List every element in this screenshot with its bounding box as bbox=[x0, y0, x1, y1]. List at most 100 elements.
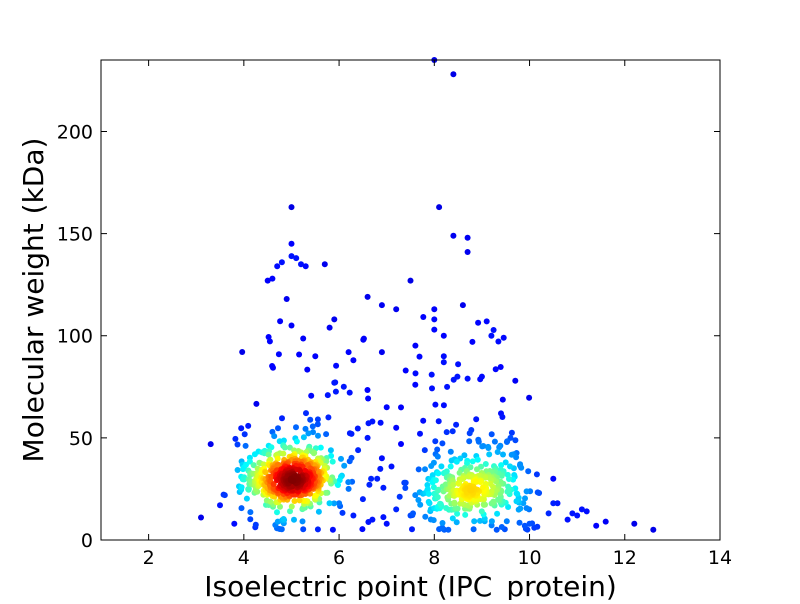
data-point bbox=[293, 424, 299, 431]
data-point bbox=[583, 508, 590, 515]
data-point bbox=[462, 511, 469, 518]
data-point bbox=[432, 477, 439, 484]
data-point bbox=[431, 326, 438, 333]
data-point bbox=[525, 468, 532, 475]
data-point bbox=[417, 430, 423, 437]
data-point bbox=[416, 353, 423, 360]
data-point bbox=[429, 385, 435, 392]
data-point bbox=[315, 432, 321, 439]
y-tick-label: 0 bbox=[81, 530, 93, 552]
data-point bbox=[340, 383, 347, 390]
data-point bbox=[486, 451, 493, 458]
data-point bbox=[247, 516, 254, 523]
data-point bbox=[443, 505, 450, 511]
data-point bbox=[309, 423, 316, 430]
data-point bbox=[631, 520, 638, 527]
data-point bbox=[267, 498, 274, 505]
data-point bbox=[247, 509, 254, 516]
data-point bbox=[508, 429, 515, 436]
data-point bbox=[326, 324, 333, 331]
data-point bbox=[437, 501, 444, 508]
data-point bbox=[415, 466, 422, 473]
x-axis-label: Isoelectric point (IPC_protein) bbox=[204, 570, 617, 600]
data-point bbox=[512, 377, 519, 384]
data-point bbox=[478, 508, 485, 515]
data-point bbox=[238, 425, 245, 432]
data-point bbox=[455, 480, 462, 487]
data-point bbox=[464, 460, 470, 467]
data-point bbox=[438, 463, 445, 470]
data-point bbox=[339, 509, 346, 516]
data-point bbox=[449, 515, 456, 522]
data-point bbox=[307, 416, 314, 423]
data-point bbox=[280, 516, 287, 522]
data-point bbox=[424, 482, 431, 488]
data-point bbox=[469, 338, 476, 345]
data-point bbox=[417, 501, 424, 508]
data-point bbox=[506, 476, 512, 482]
data-point bbox=[355, 447, 362, 454]
data-point bbox=[507, 463, 513, 470]
data-point bbox=[439, 440, 446, 447]
data-point bbox=[434, 453, 441, 460]
data-point bbox=[440, 359, 447, 366]
data-point bbox=[495, 496, 501, 503]
data-point bbox=[345, 349, 352, 356]
data-point bbox=[550, 475, 557, 482]
data-point bbox=[443, 429, 450, 436]
data-point bbox=[409, 526, 415, 533]
data-point bbox=[502, 459, 509, 466]
data-point bbox=[415, 497, 422, 503]
data-point bbox=[278, 259, 285, 266]
data-point bbox=[364, 434, 371, 441]
data-point bbox=[412, 381, 419, 388]
data-point bbox=[430, 484, 437, 491]
data-point bbox=[424, 486, 431, 493]
data-point bbox=[365, 395, 372, 402]
data-point bbox=[650, 526, 657, 533]
data-point bbox=[328, 452, 335, 459]
data-point bbox=[312, 445, 319, 452]
data-point bbox=[288, 253, 295, 260]
data-point bbox=[378, 455, 385, 462]
data-point bbox=[312, 492, 318, 499]
data-point bbox=[492, 366, 499, 373]
data-point bbox=[508, 451, 515, 458]
data-point bbox=[487, 480, 494, 487]
data-point bbox=[425, 490, 432, 497]
data-point bbox=[338, 455, 344, 462]
data-point bbox=[475, 319, 482, 326]
data-point bbox=[402, 485, 409, 491]
data-point bbox=[359, 526, 366, 533]
data-point bbox=[421, 447, 428, 454]
data-point bbox=[298, 261, 304, 268]
data-point bbox=[291, 498, 298, 504]
data-point bbox=[504, 488, 511, 495]
data-point bbox=[467, 487, 474, 494]
data-point bbox=[198, 514, 204, 521]
data-point bbox=[360, 336, 367, 343]
data-point bbox=[241, 431, 248, 438]
data-point bbox=[221, 492, 228, 499]
data-point bbox=[533, 471, 540, 478]
data-point bbox=[324, 392, 331, 399]
y-axis-label: Molecular weight (kDa) bbox=[17, 138, 50, 463]
data-point bbox=[380, 484, 387, 491]
data-point bbox=[593, 522, 600, 529]
data-point bbox=[331, 316, 338, 323]
data-point bbox=[265, 451, 272, 458]
data-point bbox=[341, 462, 348, 469]
data-point bbox=[479, 443, 486, 450]
data-point bbox=[275, 425, 281, 432]
data-point bbox=[293, 255, 300, 262]
data-point bbox=[271, 433, 278, 440]
data-point bbox=[283, 296, 290, 302]
data-point bbox=[364, 293, 371, 300]
data-point bbox=[345, 485, 352, 492]
data-point bbox=[454, 373, 461, 380]
data-point bbox=[304, 366, 311, 373]
data-point bbox=[550, 500, 557, 507]
data-point bbox=[521, 522, 528, 529]
data-point bbox=[231, 520, 238, 527]
